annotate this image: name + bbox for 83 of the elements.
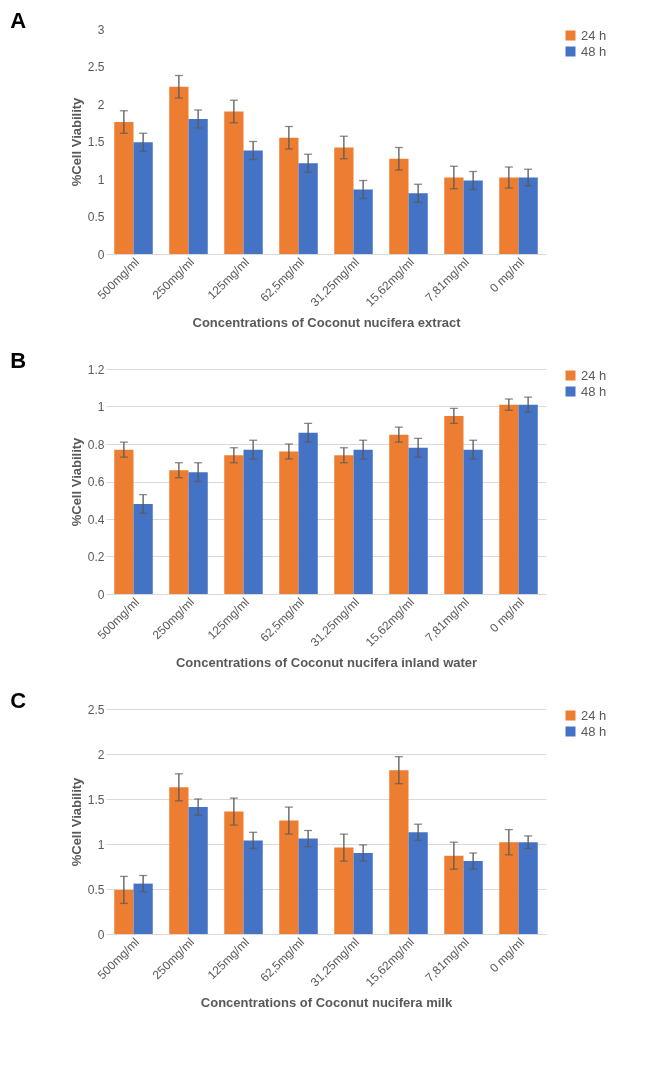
y-tick-label: 2 (97, 97, 105, 112)
bar (188, 472, 208, 594)
legend-label: 48 h (581, 723, 607, 739)
bar (133, 883, 153, 934)
y-tick-label: 1.2 (87, 362, 105, 377)
bar (444, 415, 464, 594)
bar (188, 807, 208, 934)
bar (224, 811, 244, 934)
y-tick-label: 3 (97, 22, 105, 37)
bar (408, 832, 428, 934)
bar (334, 847, 354, 934)
bar (279, 451, 299, 594)
y-tick-label: 0 (97, 247, 105, 262)
y-tick-label: 1 (97, 172, 105, 187)
bar (279, 137, 299, 254)
bar (408, 193, 428, 254)
chart-title: B (10, 348, 27, 373)
legend-label: 24 h (581, 27, 607, 43)
bar (298, 838, 318, 934)
bar (188, 119, 208, 254)
y-axis-title: %Cell Viability (68, 436, 84, 527)
bar (169, 86, 189, 254)
bar (463, 180, 483, 254)
bar (243, 449, 263, 594)
legend-label: 48 h (581, 383, 607, 399)
y-axis-title: %Cell Viability (68, 776, 84, 867)
y-tick-label: 2.5 (87, 60, 105, 74)
chart-title: C (10, 688, 27, 713)
bar (389, 770, 409, 934)
bar (499, 177, 519, 254)
y-tick-label: 1.5 (87, 792, 105, 807)
bar (353, 449, 373, 594)
legend-label: 48 h (581, 43, 607, 59)
bar (224, 455, 244, 594)
bar (444, 855, 464, 934)
bar (353, 853, 373, 934)
bar (169, 470, 189, 594)
bar (334, 455, 354, 594)
bar (389, 158, 409, 254)
bar (463, 861, 483, 934)
y-tick-label: 0.6 (87, 475, 105, 489)
y-tick-label: 1 (97, 400, 105, 414)
bar (114, 889, 134, 934)
y-tick-label: 0 (97, 587, 105, 602)
bar (169, 787, 189, 934)
bar (408, 447, 428, 594)
y-tick-label: 0.5 (87, 210, 105, 224)
y-tick-label: 2.5 (87, 702, 105, 717)
y-tick-label: 2 (97, 747, 105, 762)
bar (243, 840, 263, 934)
x-axis-title: Concentrations of Coconut nucifera milk (200, 994, 453, 1010)
y-tick-label: 0.8 (87, 437, 105, 452)
y-tick-label: 1.5 (87, 135, 105, 149)
y-tick-label: 0.2 (87, 550, 105, 564)
y-tick-label: 0 (97, 927, 105, 942)
bar (499, 842, 519, 934)
bar (114, 449, 134, 594)
bar (334, 147, 354, 254)
bar (298, 432, 318, 594)
y-tick-label: 0.4 (87, 512, 105, 527)
bar (518, 404, 538, 594)
x-axis-title: Concentrations of Coconut nucifera inland water (175, 654, 478, 670)
legend-label: 24 h (581, 367, 607, 383)
bar (499, 404, 519, 594)
bar (243, 150, 263, 254)
bar (224, 111, 244, 254)
bar (298, 163, 318, 254)
bar (114, 122, 134, 254)
bar (133, 142, 153, 254)
bar (389, 434, 409, 594)
y-axis-title: %Cell Viability (68, 96, 84, 187)
y-tick-label: 0.5 (87, 882, 105, 897)
bar (518, 177, 538, 254)
bar (444, 177, 464, 254)
bar (133, 504, 153, 594)
bar (353, 189, 373, 254)
bar (463, 449, 483, 594)
legend-label: 24 h (581, 707, 607, 723)
y-tick-label: 1 (97, 837, 105, 852)
bar (279, 820, 299, 934)
chart-title: A (10, 8, 27, 33)
bar (518, 842, 538, 934)
x-axis-title: Concentrations of Coconut nucifera extract (192, 314, 462, 330)
